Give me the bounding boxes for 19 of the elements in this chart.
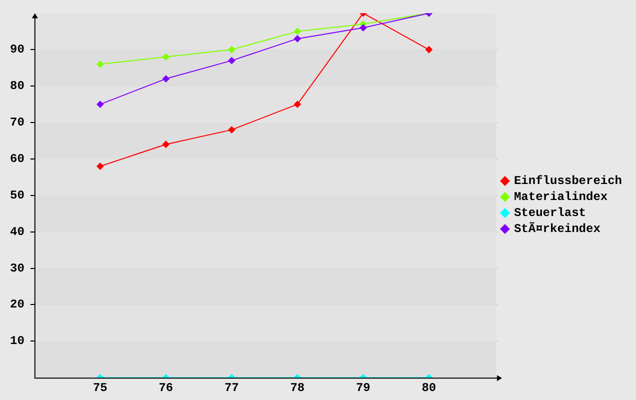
legend-label: Steuerlast xyxy=(514,206,586,220)
y-tick-label: 70 xyxy=(10,116,24,130)
y-tick-label: 50 xyxy=(10,188,24,202)
x-tick-label: 77 xyxy=(224,380,239,395)
y-tick-label: 20 xyxy=(10,298,24,312)
legend-label: Einflussbereich xyxy=(514,174,622,188)
x-tick-label: 76 xyxy=(158,380,174,395)
y-tick-label: 80 xyxy=(10,79,24,94)
y-tick-label: 90 xyxy=(10,42,24,57)
y-tick-label: 40 xyxy=(10,224,24,239)
x-tick-label: 79 xyxy=(356,380,370,395)
legend-label: StÃ¤rkeindex xyxy=(514,222,600,236)
x-tick-label: 80 xyxy=(422,380,436,395)
y-tick-label: 60 xyxy=(10,152,24,166)
x-tick-label: 78 xyxy=(290,380,305,395)
x-tick-label: 75 xyxy=(92,380,108,395)
y-tick-label: 10 xyxy=(10,334,24,348)
legend-label: Materialindex xyxy=(514,190,608,204)
y-tick-label: 30 xyxy=(10,261,24,276)
